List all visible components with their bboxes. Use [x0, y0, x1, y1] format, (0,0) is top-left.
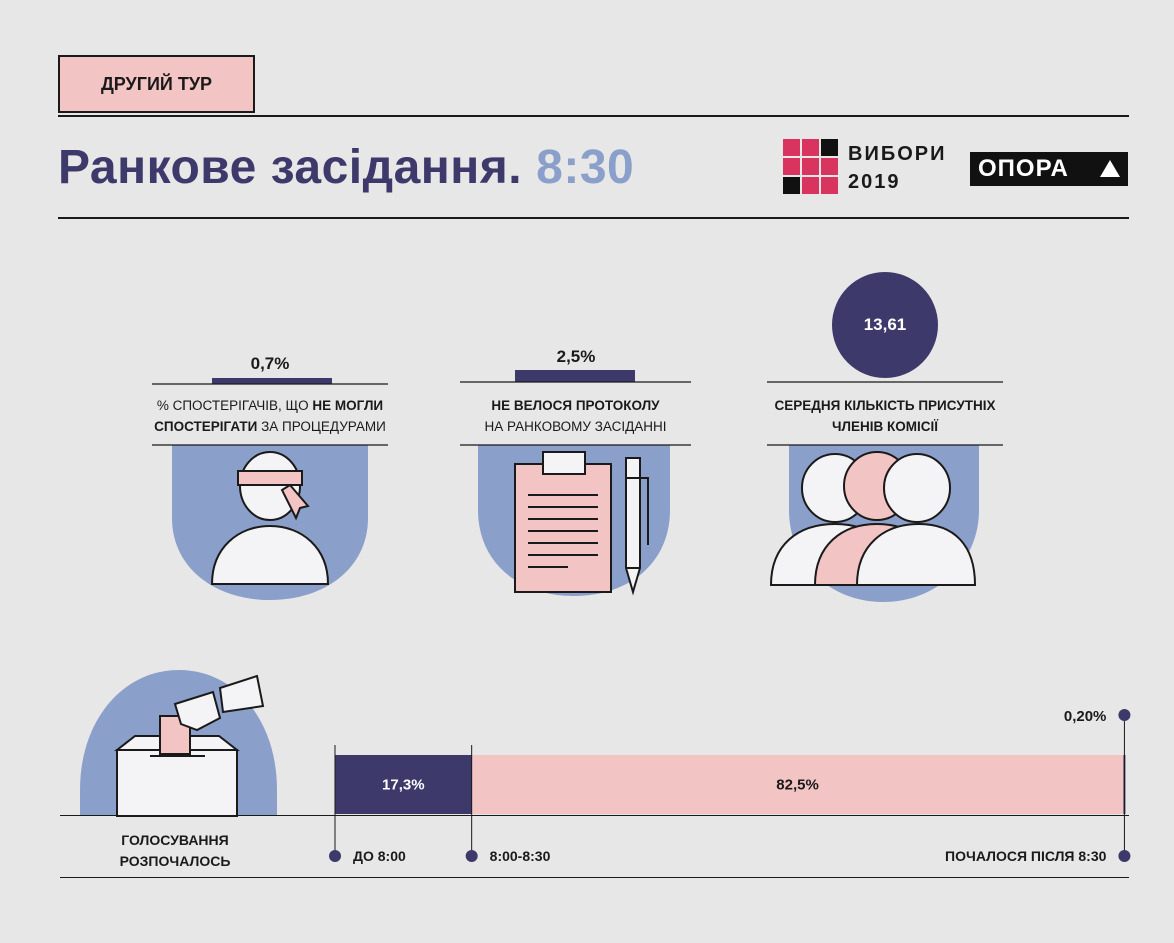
page-title: Ранкове засідання. 8:30: [58, 140, 634, 195]
voting-start-bar-chart: 17,3% 82,5% 0,20% ДО 8:00 8:00-8:30 ПОЧАЛОСЯ …: [329, 708, 1131, 864]
opora-logo: ОПОРА: [970, 152, 1128, 186]
stat-protocol-caption: не велося протоколу на ранковому засіданн…: [458, 395, 693, 437]
clipboard-protocol-icon: [460, 370, 691, 596]
caption-bold: середня кількість присутніх членів коміс…: [774, 398, 996, 434]
baseline-rule: [60, 815, 1129, 816]
elections-logo-text: ВИБОРИ 2019: [848, 140, 946, 196]
voting-label-line-1: ГОЛОСУВАННЯ: [121, 832, 229, 848]
bar-value-label: 17,3%: [382, 777, 425, 794]
header-bottom-rule: [58, 217, 1129, 219]
bar-segment: [335, 755, 472, 814]
page-title-text: Ранкове засідання.: [58, 141, 523, 194]
caption-bold: не могли спостерігати: [154, 398, 384, 434]
stat-members-caption: середня кількість присутніх членів коміс…: [765, 395, 1005, 437]
opora-logo-text: ОПОРА: [978, 155, 1069, 182]
marker-dot: [465, 850, 478, 862]
header-top-rule: [58, 115, 1129, 117]
stat-observers-value: 0,7%: [250, 354, 290, 373]
round-tag-label: ДРУГИЙ ТУР: [100, 73, 213, 94]
page-title-time: 8:30: [536, 141, 635, 194]
logo-line-1: ВИБОРИ: [848, 143, 947, 165]
bar-value-label: 82,5%: [776, 777, 819, 794]
ballot-box-icon: [80, 670, 277, 817]
voting-label: ГОЛОСУВАННЯ РОЗПОЧАЛОСЬ: [100, 830, 250, 872]
triangle-icon: [1100, 160, 1120, 177]
category-label: ПОЧАЛОСЯ ПІСЛЯ 8:30: [945, 848, 1107, 864]
category-label: 8:00-8:30: [490, 848, 551, 864]
marker-dot: [1118, 709, 1131, 721]
caption-bold: не велося протоколу: [491, 398, 660, 413]
commission-members-icon: [767, 272, 1003, 602]
caption-part: % спостерігачів, що: [156, 398, 313, 413]
bottom-rule: [60, 877, 1129, 878]
voting-label-line-2: РОЗПОЧАЛОСЬ: [119, 853, 231, 869]
stat-observers-caption: % спостерігачів, що не могли спостерігат…: [150, 395, 390, 437]
elections-logo-icon: [783, 139, 838, 194]
caption-part: за процедурами: [257, 419, 386, 434]
bar-segment: [471, 755, 1124, 814]
category-label: ДО 8:00: [353, 848, 406, 864]
stat-members-value: 13,61: [863, 315, 907, 334]
marker-dot: [1118, 850, 1131, 862]
logo-line-2: 2019: [848, 171, 901, 193]
bar-value-label: 0,20%: [1064, 708, 1107, 725]
blindfold-observer-icon: [152, 378, 388, 600]
caption-part: на ранковому засіданні: [484, 419, 667, 434]
round-tag: ДРУГИЙ ТУР: [58, 55, 255, 113]
stat-protocol-value: 2,5%: [556, 347, 596, 366]
marker-dot: [329, 850, 341, 862]
